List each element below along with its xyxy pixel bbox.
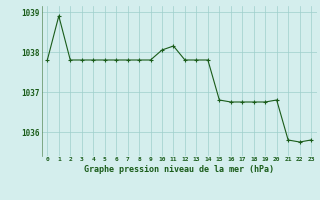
X-axis label: Graphe pression niveau de la mer (hPa): Graphe pression niveau de la mer (hPa) (84, 165, 274, 174)
